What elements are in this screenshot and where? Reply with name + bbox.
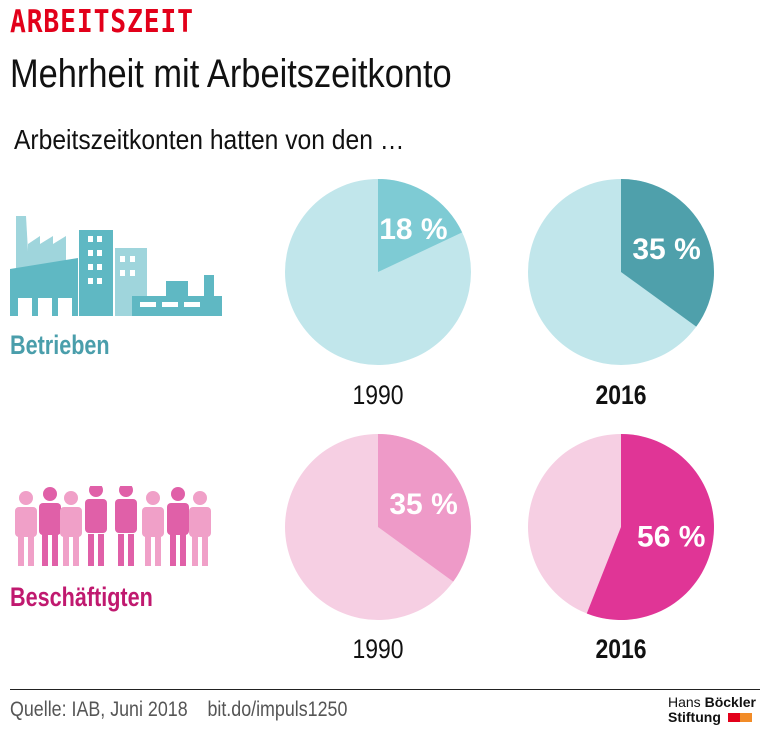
pie-data-label: 18 % — [379, 213, 447, 246]
logo-text-bold: Böckler — [704, 694, 756, 710]
kicker: ARBEITSZEIT — [10, 4, 194, 40]
pie-value-slice — [378, 179, 463, 272]
person-figure — [115, 486, 137, 566]
person-figure — [15, 491, 37, 566]
factory-icon — [10, 216, 222, 316]
pie-data-label: 56 % — [637, 521, 705, 554]
year-label: 2016 — [595, 380, 647, 410]
people-icon — [15, 486, 211, 566]
year-label: 2016 — [595, 634, 647, 664]
divider — [10, 689, 760, 690]
year-label: 1990 — [352, 380, 404, 410]
group-label-betriebe: Betrieben — [10, 330, 110, 360]
pie-value-slice — [586, 434, 714, 620]
logo-text: Hans — [668, 694, 705, 710]
year-label: 1990 — [352, 634, 404, 664]
pie-charts: 18 % 35 % 35 % 56 % — [285, 179, 715, 620]
pie-value-slice — [378, 434, 471, 582]
pie-value-slice — [621, 179, 715, 327]
logo: Hans Böckler Stiftung — [668, 695, 756, 725]
person-figure — [60, 491, 82, 566]
person-figure — [85, 486, 107, 566]
page-title: Mehrheit mit Arbeitszeitkonto — [10, 52, 452, 96]
subtitle: Arbeitszeitkonten hatten von den … — [14, 124, 405, 155]
logo-text-bold: Stiftung — [668, 709, 721, 725]
pie-data-label: 35 % — [632, 233, 700, 266]
person-figure — [189, 491, 211, 566]
source-note: Quelle: IAB, Juni 2018 bit.do/impuls1250 — [10, 698, 348, 721]
person-figure — [39, 487, 61, 566]
person-figure — [142, 491, 164, 566]
person-figure — [167, 487, 189, 566]
group-label-beschaeftigte: Beschäftigten — [10, 582, 153, 612]
pie-data-label: 35 % — [389, 488, 457, 521]
